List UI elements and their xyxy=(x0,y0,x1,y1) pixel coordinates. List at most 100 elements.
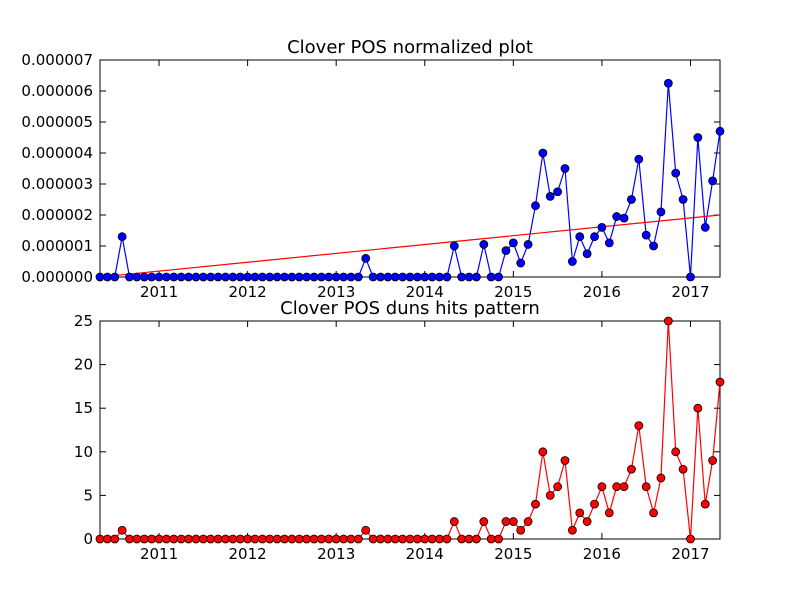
data-point xyxy=(627,195,636,204)
data-point xyxy=(287,272,297,282)
data-point xyxy=(110,534,120,544)
data-point xyxy=(678,195,688,204)
plot-area xyxy=(99,59,721,278)
data-point xyxy=(612,482,622,492)
x-tick-label: 2011 xyxy=(140,283,178,301)
data-point xyxy=(538,148,548,158)
data-point xyxy=(331,272,341,282)
data-point xyxy=(206,534,216,544)
data-point xyxy=(686,534,695,544)
data-point xyxy=(361,253,371,263)
data-point xyxy=(243,534,253,544)
data-point xyxy=(257,272,267,282)
data-point xyxy=(641,482,651,492)
chart-title: Clover POS normalized plot xyxy=(287,37,533,58)
data-point xyxy=(656,207,666,217)
data-point xyxy=(435,534,444,544)
x-tick-label: 2014 xyxy=(406,283,444,301)
data-point xyxy=(700,222,710,232)
data-point xyxy=(508,517,518,526)
x-tick-label: 2013 xyxy=(317,545,355,563)
data-point xyxy=(147,534,157,544)
data-point xyxy=(213,272,223,282)
data-point xyxy=(427,272,437,282)
data-point xyxy=(442,534,452,544)
y-tick-label: 5 xyxy=(83,486,93,504)
data-point xyxy=(686,272,695,282)
data-point xyxy=(523,240,533,249)
data-point xyxy=(560,164,570,173)
data-point xyxy=(191,272,201,282)
data-point xyxy=(272,534,282,544)
data-point xyxy=(656,473,666,483)
data-point xyxy=(139,534,149,544)
data-point xyxy=(228,534,238,544)
data-point xyxy=(627,464,636,474)
data-point xyxy=(501,246,511,256)
data-point xyxy=(125,534,134,544)
data-point xyxy=(235,272,245,282)
data-point xyxy=(272,272,282,282)
x-tick-label: 2012 xyxy=(229,283,267,301)
data-point xyxy=(257,534,267,544)
data-point xyxy=(324,534,334,544)
data-point xyxy=(567,525,577,535)
data-point xyxy=(457,534,467,544)
data-point xyxy=(110,272,120,282)
y-tick-label: 0.000006 xyxy=(21,82,93,100)
y-tick-label: 20 xyxy=(74,356,93,374)
trend-line xyxy=(100,214,720,277)
data-point xyxy=(376,534,385,544)
data-point xyxy=(339,534,348,544)
data-marks xyxy=(95,316,725,544)
data-point xyxy=(324,272,334,282)
y-tick-label: 0.000003 xyxy=(21,175,93,193)
data-point xyxy=(309,534,319,544)
data-point xyxy=(169,272,179,282)
data-point xyxy=(353,272,363,282)
data-point xyxy=(567,257,577,266)
data-point xyxy=(435,272,444,282)
y-tick-label: 10 xyxy=(74,443,93,461)
data-point xyxy=(464,534,474,544)
data-point xyxy=(243,272,253,282)
data-point xyxy=(154,534,164,544)
data-point xyxy=(494,272,503,282)
data-point xyxy=(154,272,164,282)
data-point xyxy=(693,403,703,413)
data-point xyxy=(250,534,260,544)
data-point xyxy=(575,232,585,242)
data-point xyxy=(649,508,658,518)
data-point xyxy=(678,464,688,474)
data-point xyxy=(339,272,348,282)
data-point xyxy=(390,272,400,282)
axis-ticks: 2011 2012 2013 2014 2015 2016 2017 0 5 10 15 20 25 xyxy=(74,312,720,563)
data-point xyxy=(560,456,570,465)
data-point xyxy=(368,272,378,282)
data-point xyxy=(398,534,408,544)
x-tick-label: 2011 xyxy=(140,545,178,563)
data-point xyxy=(663,316,673,326)
y-tick-label: 0.000001 xyxy=(21,237,93,255)
data-point xyxy=(427,534,437,544)
x-tick-label: 2016 xyxy=(583,283,621,301)
data-point xyxy=(531,201,540,211)
data-point xyxy=(597,222,607,232)
data-point xyxy=(206,272,216,282)
data-point xyxy=(280,272,289,282)
y-tick-label: 0.000000 xyxy=(21,268,93,286)
data-point xyxy=(346,272,356,282)
data-point xyxy=(464,272,474,282)
data-point xyxy=(649,241,658,251)
data-point xyxy=(184,272,193,282)
data-point xyxy=(280,534,289,544)
y-tick-label: 0.000005 xyxy=(21,113,93,131)
data-point xyxy=(412,534,422,544)
data-point xyxy=(553,482,563,492)
data-point xyxy=(590,499,599,509)
data-marks xyxy=(95,78,725,282)
data-point xyxy=(117,525,127,535)
y-tick-label: 0.000004 xyxy=(21,144,93,162)
data-point xyxy=(442,272,452,282)
